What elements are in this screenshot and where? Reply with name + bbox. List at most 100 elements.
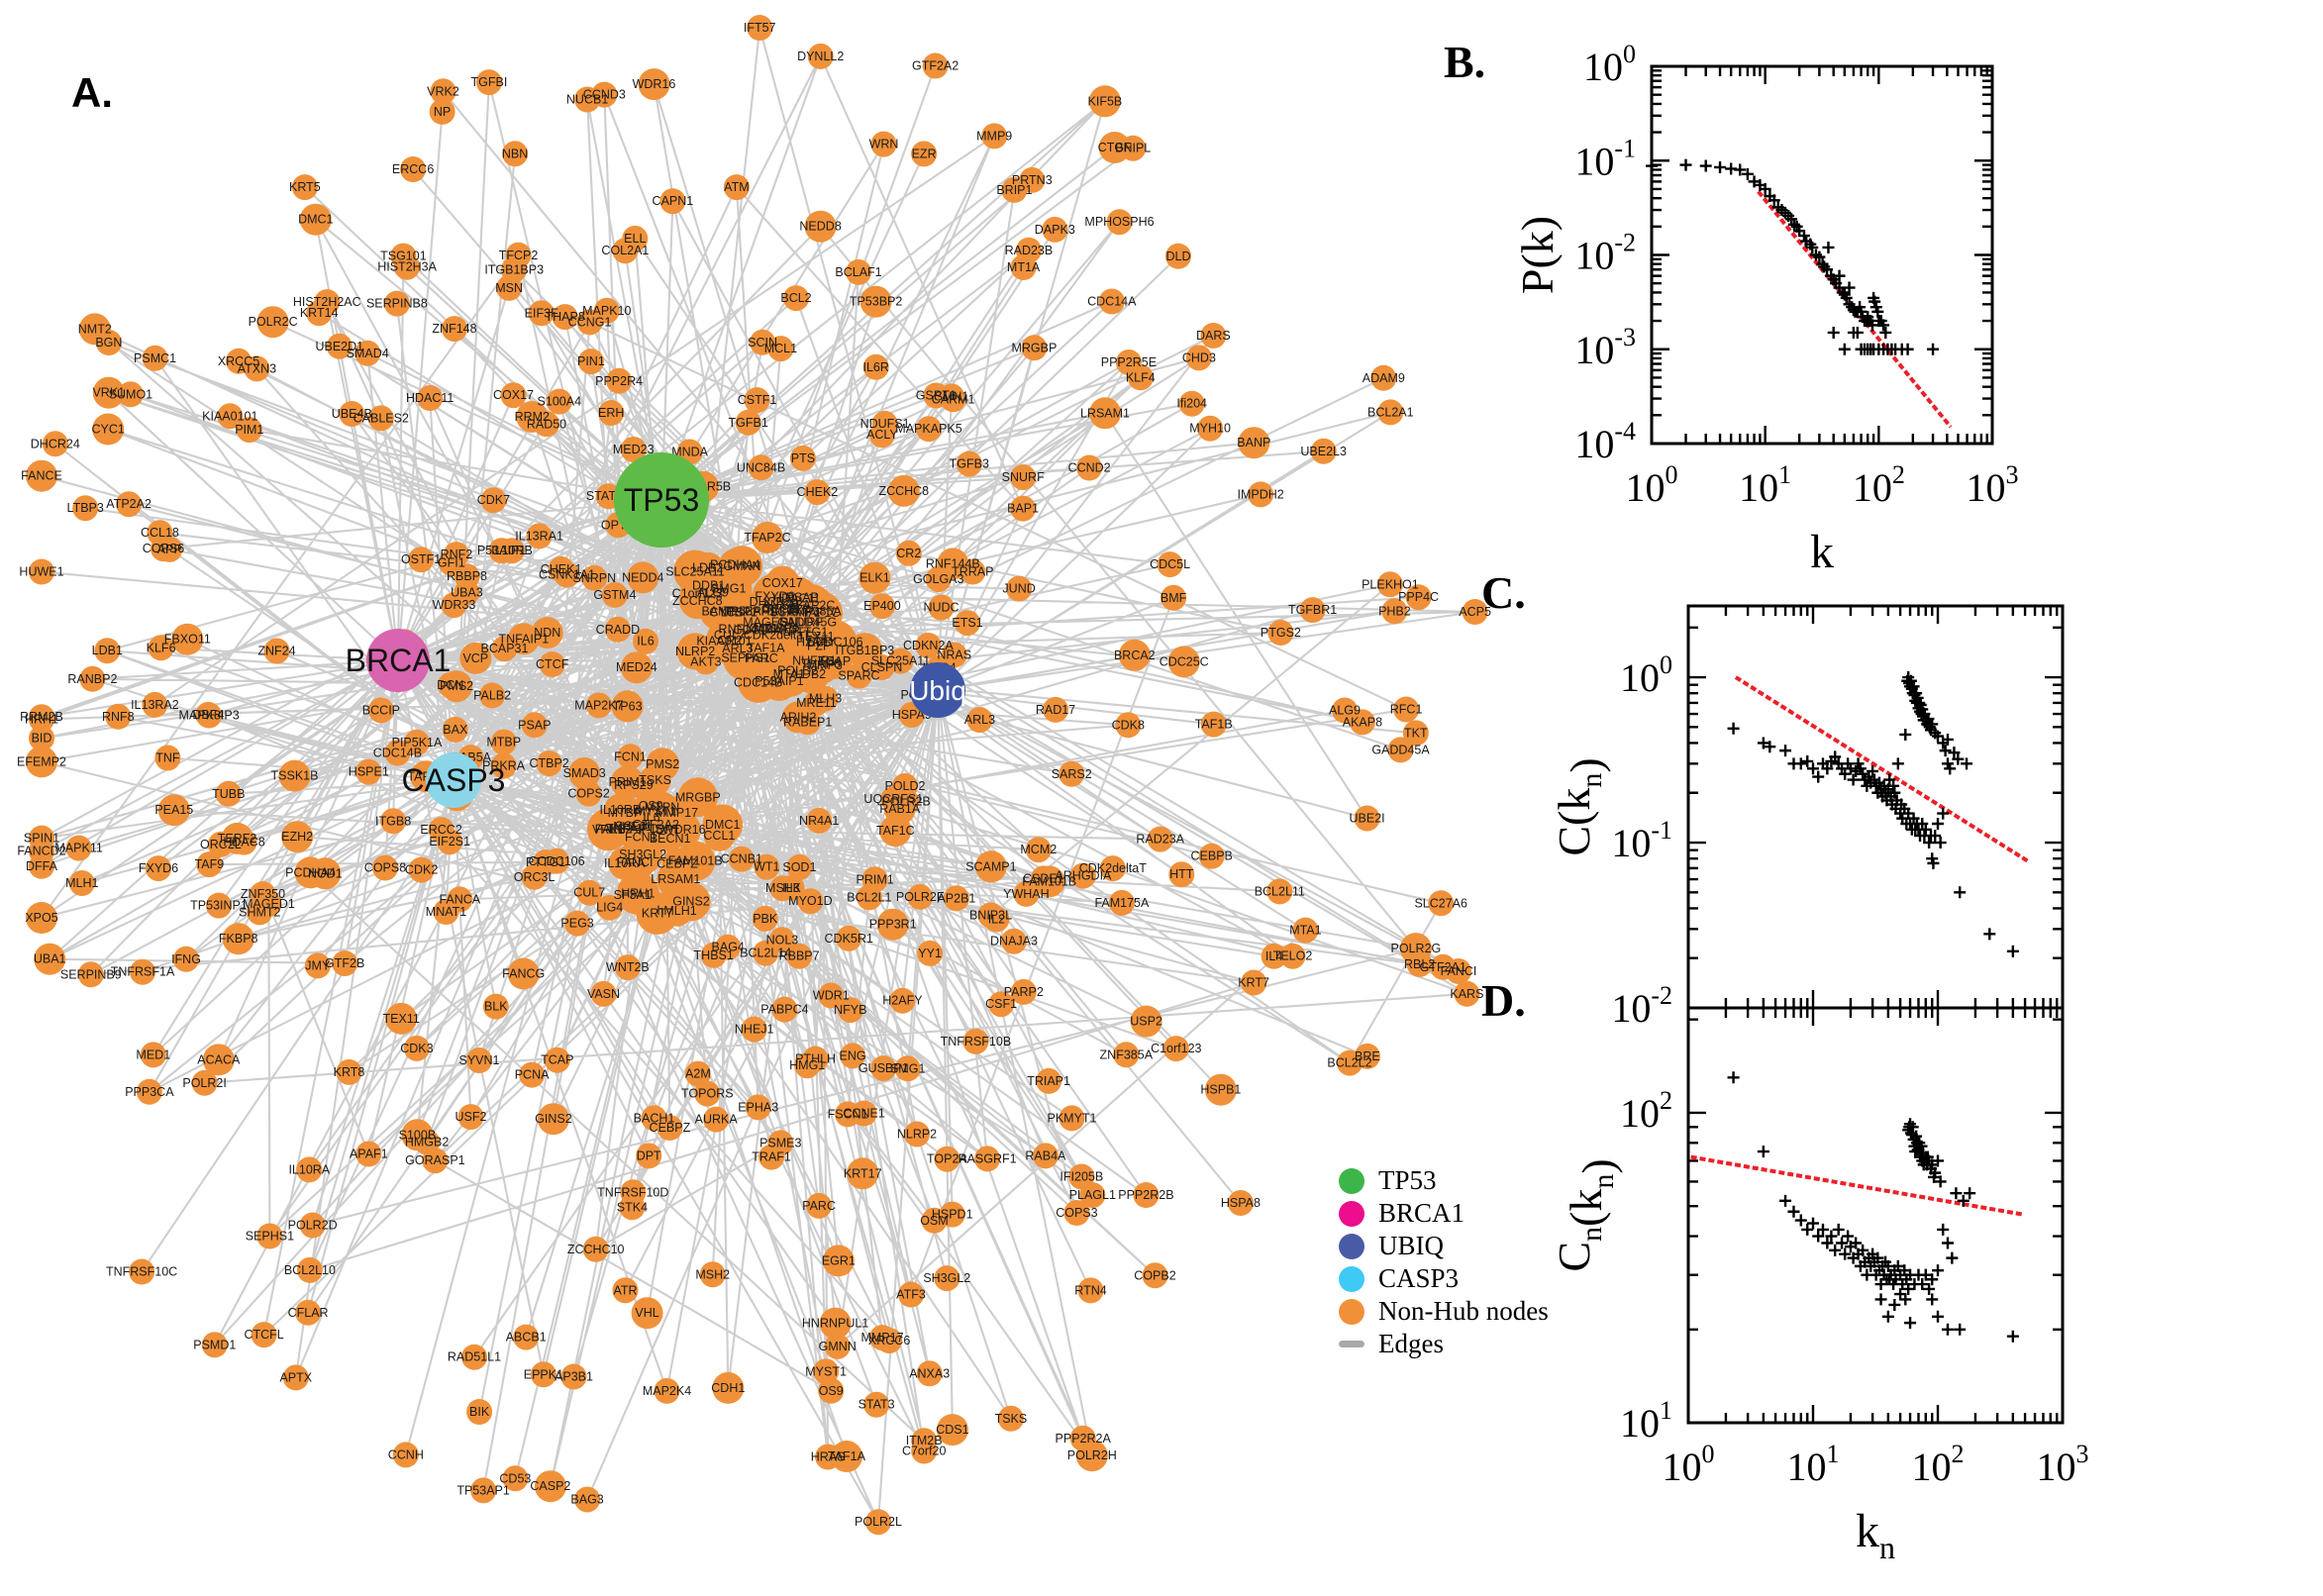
gene-node[interactable] bbox=[519, 1061, 546, 1088]
gene-node[interactable] bbox=[835, 1101, 861, 1128]
gene-node[interactable] bbox=[824, 1333, 851, 1359]
gene-node[interactable] bbox=[1059, 1105, 1085, 1132]
gene-node[interactable] bbox=[1354, 805, 1380, 832]
gene-node[interactable] bbox=[443, 542, 469, 568]
gene-node[interactable] bbox=[1292, 917, 1319, 944]
gene-node[interactable] bbox=[117, 381, 144, 408]
gene-node[interactable] bbox=[818, 982, 845, 1009]
gene-node[interactable] bbox=[1021, 335, 1048, 361]
gene-node[interactable] bbox=[442, 716, 468, 743]
gene-node[interactable] bbox=[974, 850, 1007, 883]
gene-node[interactable] bbox=[367, 697, 394, 724]
gene-node[interactable] bbox=[295, 1299, 322, 1326]
gene-node[interactable] bbox=[299, 1212, 326, 1239]
gene-node[interactable] bbox=[146, 855, 171, 882]
gene-node[interactable] bbox=[633, 628, 658, 654]
gene-node[interactable] bbox=[1376, 571, 1403, 598]
hub-node-brca1[interactable] bbox=[366, 629, 430, 692]
gene-node[interactable] bbox=[656, 1115, 683, 1141]
gene-node[interactable] bbox=[244, 355, 270, 382]
gene-node[interactable] bbox=[479, 682, 506, 709]
gene-node[interactable] bbox=[1168, 861, 1195, 888]
gene-node[interactable] bbox=[889, 987, 916, 1014]
gene-node[interactable] bbox=[1036, 1067, 1062, 1094]
gene-node[interactable] bbox=[296, 1156, 323, 1183]
gene-node[interactable] bbox=[1428, 890, 1455, 917]
gene-node[interactable] bbox=[661, 848, 693, 879]
gene-node[interactable] bbox=[65, 835, 92, 861]
gene-node[interactable] bbox=[26, 902, 57, 934]
gene-node[interactable] bbox=[548, 555, 574, 582]
gene-node[interactable] bbox=[1013, 880, 1040, 907]
gene-node[interactable] bbox=[156, 536, 183, 562]
gene-node[interactable] bbox=[403, 1035, 430, 1061]
gene-node[interactable] bbox=[837, 997, 863, 1024]
gene-node[interactable] bbox=[105, 703, 132, 730]
gene-node[interactable] bbox=[251, 1322, 277, 1348]
gene-node[interactable] bbox=[712, 1371, 745, 1404]
gene-node[interactable] bbox=[1204, 1073, 1237, 1106]
gene-node[interactable] bbox=[1337, 1049, 1363, 1076]
gene-node[interactable] bbox=[354, 340, 381, 366]
gene-node[interactable] bbox=[962, 1028, 989, 1054]
gene-node[interactable] bbox=[916, 1360, 943, 1387]
gene-node[interactable] bbox=[627, 561, 659, 594]
gene-node[interactable] bbox=[1006, 575, 1033, 602]
gene-node[interactable] bbox=[1387, 737, 1414, 763]
gene-node[interactable] bbox=[1089, 397, 1121, 430]
gene-node[interactable] bbox=[797, 888, 824, 915]
gene-node[interactable] bbox=[1015, 237, 1042, 263]
gene-node[interactable] bbox=[217, 403, 244, 430]
gene-node[interactable] bbox=[997, 1405, 1024, 1432]
gene-node[interactable] bbox=[752, 522, 783, 553]
gene-node[interactable] bbox=[534, 1470, 566, 1503]
gene-node[interactable] bbox=[530, 1361, 556, 1388]
gene-node[interactable] bbox=[1133, 1182, 1160, 1208]
gene-node[interactable] bbox=[1118, 639, 1151, 671]
gene-node[interactable] bbox=[1106, 209, 1133, 236]
gene-node[interactable] bbox=[1032, 1143, 1059, 1169]
gene-node[interactable] bbox=[748, 454, 774, 481]
gene-node[interactable] bbox=[735, 409, 761, 436]
gene-node[interactable] bbox=[282, 1364, 309, 1391]
gene-node[interactable] bbox=[659, 188, 686, 215]
gene-node[interactable] bbox=[940, 386, 966, 413]
gene-node[interactable] bbox=[612, 238, 639, 264]
gene-node[interactable] bbox=[611, 690, 644, 723]
gene-node[interactable] bbox=[870, 1055, 897, 1082]
gene-node[interactable] bbox=[202, 1044, 235, 1076]
gene-node[interactable] bbox=[1088, 85, 1121, 118]
gene-node[interactable] bbox=[1299, 597, 1326, 624]
gene-node[interactable] bbox=[355, 758, 382, 785]
gene-node[interactable] bbox=[367, 405, 394, 432]
gene-node[interactable] bbox=[528, 300, 555, 327]
gene-node[interactable] bbox=[1267, 620, 1294, 646]
gene-node[interactable] bbox=[372, 854, 398, 881]
gene-node[interactable] bbox=[491, 636, 518, 662]
gene-node[interactable] bbox=[704, 564, 753, 613]
gene-node[interactable] bbox=[1001, 928, 1027, 954]
gene-node[interactable] bbox=[934, 1265, 960, 1292]
gene-node[interactable] bbox=[806, 807, 833, 834]
gene-node[interactable] bbox=[544, 848, 570, 874]
gene-node[interactable] bbox=[429, 98, 455, 125]
gene-node[interactable] bbox=[26, 459, 57, 492]
gene-node[interactable] bbox=[171, 623, 204, 655]
gene-node[interactable] bbox=[684, 1060, 711, 1087]
gene-node[interactable] bbox=[496, 274, 523, 301]
gene-node[interactable] bbox=[593, 297, 620, 324]
gene-node[interactable] bbox=[296, 1256, 323, 1283]
gene-node[interactable] bbox=[513, 1324, 540, 1350]
gene-node[interactable] bbox=[870, 131, 897, 157]
gene-node[interactable] bbox=[876, 1328, 903, 1353]
gene-node[interactable] bbox=[408, 547, 435, 573]
gene-node[interactable] bbox=[1266, 878, 1293, 905]
gene-node[interactable] bbox=[767, 1130, 794, 1156]
gene-node[interactable] bbox=[1200, 323, 1227, 349]
gene-node[interactable] bbox=[911, 141, 938, 167]
gene-node[interactable] bbox=[1200, 711, 1227, 738]
gene-node[interactable] bbox=[631, 1297, 663, 1330]
gene-node[interactable] bbox=[794, 620, 838, 663]
gene-node[interactable] bbox=[794, 709, 821, 736]
gene-node[interactable] bbox=[863, 1391, 890, 1418]
